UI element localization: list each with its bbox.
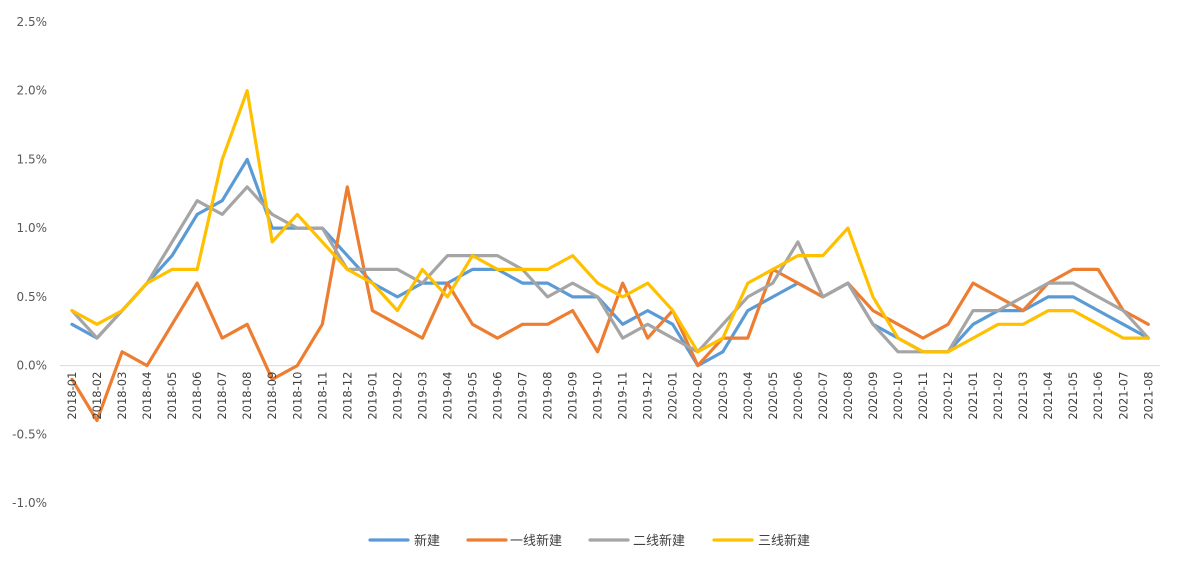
x-tick-label: 2018-03 [115, 372, 129, 420]
y-tick-label: 2.0% [17, 84, 48, 98]
x-tick-label: 2020-12 [941, 372, 955, 420]
legend-label-1: 一线新建 [510, 533, 562, 549]
x-tick-label: 2019-12 [641, 372, 655, 420]
x-tick-label: 2020-08 [841, 372, 855, 420]
x-tick-label: 2021-08 [1141, 372, 1155, 420]
x-tick-label: 2019-06 [491, 372, 505, 420]
x-tick-label: 2021-04 [1041, 372, 1055, 420]
series-line-1 [70, 185, 1150, 423]
series-lines [70, 89, 1150, 423]
x-tick-label: 2018-05 [165, 372, 179, 420]
x-tick-label: 2019-08 [541, 372, 555, 420]
x-tick-label: 2020-02 [691, 372, 705, 420]
x-tick-label: 2020-07 [816, 372, 830, 420]
x-tick-label: 2020-01 [666, 372, 680, 420]
x-tick-label: 2020-09 [866, 372, 880, 420]
x-tick-label: 2021-01 [966, 372, 980, 420]
y-tick-label: 0.5% [17, 290, 48, 304]
legend-label-0: 新建 [414, 533, 440, 549]
x-axis-ticks: 2018-01 2018-02 2018-03 2018-04 2018-05 2018-… [65, 372, 1155, 420]
x-tick-label: 2018-09 [265, 372, 279, 420]
x-tick-label: 2019-11 [616, 372, 630, 420]
x-tick-label: 2020-05 [766, 372, 780, 420]
x-tick-label: 2018-12 [340, 372, 354, 420]
x-tick-label: 2018-08 [240, 372, 254, 420]
x-tick-label: 2020-03 [716, 372, 730, 420]
x-tick-label: 2018-02 [90, 372, 104, 420]
x-tick-label: 2019-04 [440, 372, 454, 420]
y-tick-label: -1.0% [12, 496, 47, 510]
x-tick-label: 2018-11 [315, 372, 329, 420]
x-tick-label: 2019-10 [591, 372, 605, 420]
x-tick-label: 2018-01 [65, 372, 79, 420]
y-tick-label: 2.5% [17, 15, 48, 29]
y-tick-label: 0.0% [17, 359, 48, 373]
x-tick-label: 2018-04 [140, 372, 154, 420]
series-line-2 [70, 185, 1150, 354]
x-tick-label: 2018-10 [290, 372, 304, 420]
y-axis-ticks: 2.5% 2.0% 1.5% 1.0% 0.5% 0.0% -0.5% -1.0% [12, 15, 47, 510]
x-tick-label: 2019-03 [415, 372, 429, 420]
x-tick-label: 2018-07 [215, 372, 229, 420]
y-tick-label: 1.0% [17, 221, 48, 235]
x-tick-label: 2019-02 [390, 372, 404, 420]
y-tick-label: 1.5% [17, 152, 48, 166]
legend-label-3: 三线新建 [758, 533, 810, 549]
series-line-0 [70, 157, 1150, 368]
x-tick-label: 2020-10 [891, 372, 905, 420]
series-line-3 [70, 89, 1150, 354]
x-tick-label: 2018-06 [190, 372, 204, 420]
x-tick-label: 2019-05 [465, 372, 479, 420]
x-tick-label: 2021-07 [1116, 372, 1130, 420]
y-tick-label: -0.5% [12, 427, 47, 441]
x-tick-label: 2021-05 [1066, 372, 1080, 420]
x-tick-label: 2021-02 [991, 372, 1005, 420]
legend: 新建 一线新建 二线新建 三线新建 [368, 533, 810, 549]
x-tick-label: 2020-06 [791, 372, 805, 420]
x-tick-label: 2021-03 [1016, 372, 1030, 420]
x-tick-label: 2019-09 [566, 372, 580, 420]
legend-label-2: 二线新建 [633, 533, 685, 549]
x-tick-label: 2020-04 [741, 372, 755, 420]
x-tick-label: 2020-11 [916, 372, 930, 420]
x-tick-label: 2019-01 [365, 372, 379, 420]
x-tick-label: 2019-07 [516, 372, 530, 420]
x-tick-label: 2021-06 [1091, 372, 1105, 420]
